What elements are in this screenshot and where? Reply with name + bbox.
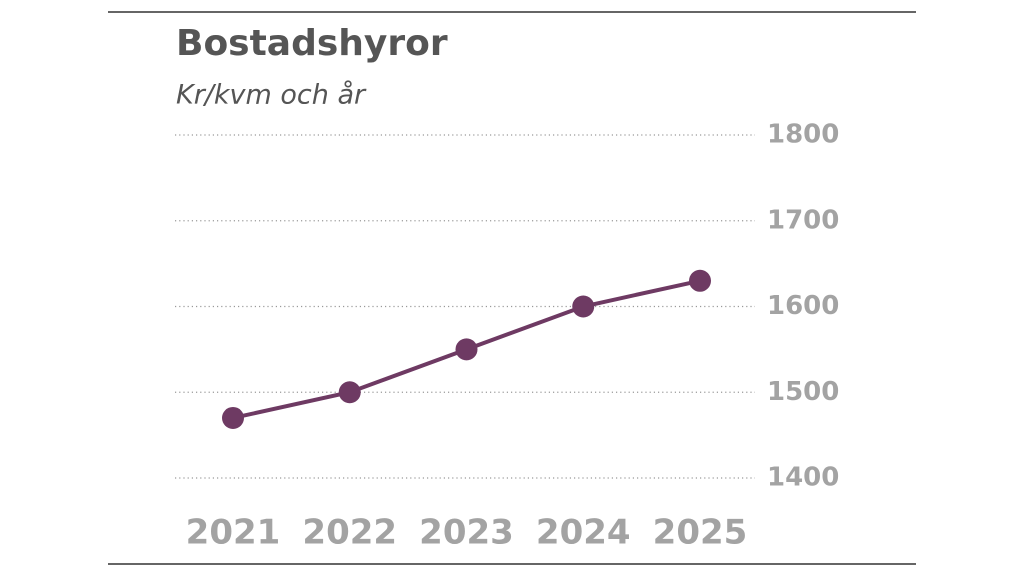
chart-title: Bostadshyror xyxy=(176,23,448,64)
y-tick-label: 1700 xyxy=(767,205,839,235)
point xyxy=(455,338,478,361)
x-tick-label: 2024 xyxy=(536,513,631,553)
point xyxy=(222,406,244,429)
x-tick-label: 2022 xyxy=(302,513,397,553)
x-tick-label: 2023 xyxy=(419,513,514,553)
point xyxy=(572,295,595,318)
y-tick-label: 1800 xyxy=(767,120,839,150)
x-tick-label: 2021 xyxy=(186,513,281,553)
chart-subtitle: Kr/kvm och år xyxy=(176,80,367,111)
x-tick-label: 2025 xyxy=(653,513,748,553)
y-tick-label: 1400 xyxy=(767,463,839,493)
point xyxy=(338,381,361,404)
y-tick-label: 1600 xyxy=(767,291,839,321)
point xyxy=(689,269,711,292)
y-tick-label: 1500 xyxy=(767,377,839,407)
